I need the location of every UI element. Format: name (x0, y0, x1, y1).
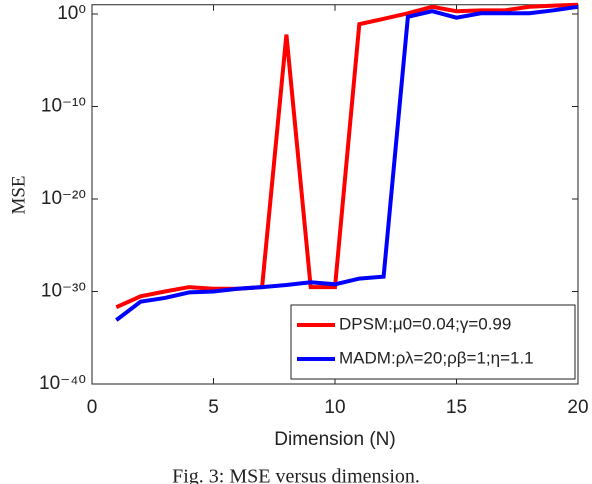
legend-label: DPSM:μ0=0.04;γ=0.99 (339, 314, 511, 333)
x-axis-label: Dimension (N) (274, 429, 395, 450)
y-tick-label: 10⁻³⁰ (41, 281, 86, 302)
series-line (115, 4, 579, 322)
caption: Fig. 3: MSE versus dimension. (172, 466, 420, 484)
series-line (115, 2, 579, 310)
x-tick-label: 10 (324, 397, 345, 418)
y-tick-label: 10⁰ (57, 3, 86, 24)
legend-label: MADM:ρλ=20;ρβ=1;η=1.1 (339, 348, 534, 367)
x-tick-label: 5 (208, 397, 219, 418)
y-axis-label: MSE (8, 175, 29, 214)
y-tick-label: 10⁻¹⁰ (41, 96, 86, 117)
legend (290, 304, 576, 380)
x-tick-label: 20 (567, 397, 588, 418)
y-tick-label: 10⁻⁴⁰ (39, 373, 86, 394)
x-tick-label: 0 (87, 397, 98, 418)
y-tick-label: 10⁻²⁰ (41, 188, 86, 209)
x-tick-label: 15 (446, 397, 467, 418)
